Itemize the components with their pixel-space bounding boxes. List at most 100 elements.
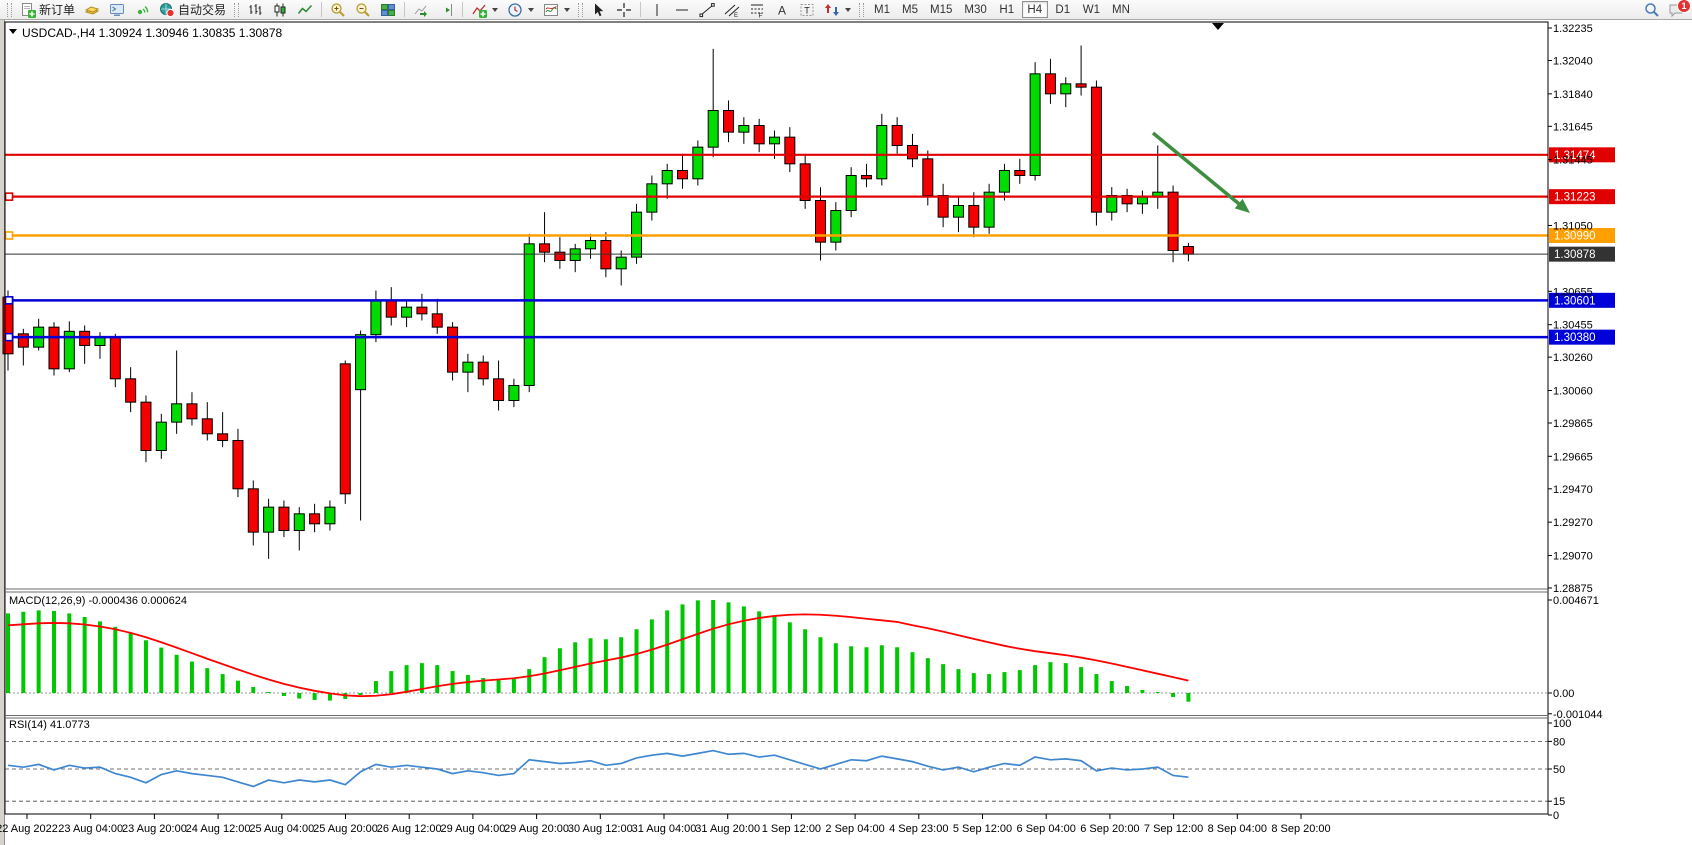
svg-text:0: 0 bbox=[1553, 810, 1559, 822]
macd-signal-line bbox=[7, 613, 1189, 698]
comments-button[interactable]: 1 bbox=[1664, 0, 1691, 19]
horizontal-line-button[interactable] bbox=[670, 1, 694, 19]
symbol-dropdown-icon[interactable] bbox=[9, 29, 17, 34]
new-order-button[interactable]: 新订单 bbox=[16, 1, 79, 19]
svg-text:1.30455: 1.30455 bbox=[1553, 320, 1593, 332]
svg-text:USDCAD-,H4 1.30924 1.30946 1.: USDCAD-,H4 1.30924 1.30946 1.30835 1.308… bbox=[22, 26, 283, 40]
svg-text:23 Aug 20:00: 23 Aug 20:00 bbox=[122, 823, 187, 835]
rsi-panel: RSI(14) 41.0773 100 80 50 15 0 bbox=[5, 718, 1571, 822]
auto-scroll-button[interactable] bbox=[409, 1, 433, 19]
cursor-button[interactable] bbox=[587, 1, 611, 19]
svg-text:25 Aug 20:00: 25 Aug 20:00 bbox=[313, 823, 378, 835]
chart-title[interactable]: USDCAD-,H4 1.30924 1.30946 1.30835 1.308… bbox=[9, 26, 283, 40]
chart-shift-button[interactable] bbox=[434, 1, 458, 19]
chevron-down-icon bbox=[492, 7, 499, 12]
text-label-button[interactable]: T bbox=[795, 1, 819, 19]
fibonacci-button[interactable]: F bbox=[745, 1, 769, 19]
toolbar-grip bbox=[234, 2, 240, 17]
svg-text:5 Sep 12:00: 5 Sep 12:00 bbox=[953, 823, 1012, 835]
crosshair-button[interactable] bbox=[612, 1, 636, 19]
autotrade-label: 自动交易 bbox=[178, 3, 227, 17]
candlestick-series bbox=[2, 45, 1194, 559]
search-button[interactable] bbox=[1640, 1, 1664, 19]
zoom-in-icon bbox=[330, 2, 346, 18]
timeframe-W1[interactable]: W1 bbox=[1078, 1, 1105, 18]
template-button[interactable] bbox=[539, 1, 574, 19]
gold-icon bbox=[84, 2, 100, 18]
timeframe-M5[interactable]: M5 bbox=[897, 1, 923, 18]
window-left-edge bbox=[0, 20, 4, 845]
channel-icon: E bbox=[724, 2, 740, 18]
svg-text:1.31474: 1.31474 bbox=[1554, 150, 1596, 162]
timeframe-M1[interactable]: M1 bbox=[869, 1, 895, 18]
svg-text:1.30990: 1.30990 bbox=[1554, 230, 1596, 242]
svg-text:1.28875: 1.28875 bbox=[1553, 583, 1593, 595]
price-chart[interactable]: 1.31474 1.31223 1.30990 1.30878 1.30601 1.303… bbox=[0, 20, 1692, 845]
gold-button[interactable] bbox=[80, 1, 104, 19]
period-clock-button[interactable] bbox=[503, 1, 538, 19]
svg-text:7 Sep 12:00: 7 Sep 12:00 bbox=[1144, 823, 1203, 835]
period-clock-icon bbox=[507, 2, 523, 18]
svg-text:1.31645: 1.31645 bbox=[1553, 121, 1593, 133]
svg-text:31 Aug 20:00: 31 Aug 20:00 bbox=[695, 823, 760, 835]
vertical-line-button[interactable] bbox=[645, 1, 669, 19]
svg-text:-0.001044: -0.001044 bbox=[1553, 709, 1603, 721]
toolbar-separator bbox=[321, 2, 323, 17]
autotrade-button[interactable]: 自动交易 bbox=[155, 1, 230, 19]
fibonacci-icon: F bbox=[749, 2, 765, 18]
toolbar-separator bbox=[462, 2, 464, 17]
timeframe-H1[interactable]: H1 bbox=[994, 1, 1020, 18]
horizontal-lines[interactable]: 1.31474 1.31223 1.30990 1.30878 1.30601 1.303… bbox=[4, 147, 1615, 345]
toolbar-grip bbox=[578, 2, 584, 17]
candlestick-chart-button[interactable] bbox=[268, 1, 292, 19]
tile-windows-icon bbox=[380, 2, 396, 18]
svg-text:6 Sep 04:00: 6 Sep 04:00 bbox=[1017, 823, 1076, 835]
add-indicator-button[interactable] bbox=[467, 1, 502, 19]
timeframe-MN[interactable]: MN bbox=[1107, 1, 1135, 18]
svg-text:1.31445: 1.31445 bbox=[1553, 155, 1593, 167]
zoom-out-button[interactable] bbox=[351, 1, 375, 19]
trend-arrow[interactable] bbox=[1151, 131, 1250, 213]
terminal-button[interactable] bbox=[105, 1, 129, 19]
toolbar-separator bbox=[404, 2, 406, 17]
cursor-icon bbox=[591, 2, 607, 18]
svg-text:1.32235: 1.32235 bbox=[1553, 23, 1593, 35]
timeframe-M30[interactable]: M30 bbox=[959, 1, 991, 18]
timeframe-D1[interactable]: D1 bbox=[1050, 1, 1076, 18]
svg-text:1.30260: 1.30260 bbox=[1553, 352, 1593, 364]
price-axis[interactable]: 1.32235 1.32040 1.31840 1.31645 1.31445 1.310… bbox=[1548, 23, 1593, 595]
tile-windows-button[interactable] bbox=[376, 1, 400, 19]
signal-button[interactable] bbox=[130, 1, 154, 19]
svg-text:T: T bbox=[804, 5, 810, 15]
bar-chart-button[interactable] bbox=[243, 1, 267, 19]
timeframe-H4[interactable]: H4 bbox=[1021, 1, 1048, 18]
svg-text:22 Aug 2022: 22 Aug 2022 bbox=[0, 823, 58, 835]
svg-text:80: 80 bbox=[1553, 736, 1565, 748]
arrows-button[interactable] bbox=[820, 1, 855, 19]
rsi-label: RSI(14) 41.0773 bbox=[9, 719, 90, 731]
svg-text:1.30601: 1.30601 bbox=[1554, 295, 1596, 307]
chevron-down-icon bbox=[564, 7, 571, 12]
template-icon bbox=[543, 2, 559, 18]
svg-text:1.29470: 1.29470 bbox=[1553, 484, 1593, 496]
timeframe-M15[interactable]: M15 bbox=[925, 1, 957, 18]
zoom-in-button[interactable] bbox=[326, 1, 350, 19]
svg-text:6 Sep 20:00: 6 Sep 20:00 bbox=[1080, 823, 1139, 835]
channel-button[interactable]: E bbox=[720, 1, 744, 19]
svg-text:24 Aug 12:00: 24 Aug 12:00 bbox=[186, 823, 251, 835]
vertical-line-icon bbox=[649, 2, 665, 18]
svg-text:100: 100 bbox=[1553, 718, 1571, 730]
new-order-icon bbox=[20, 2, 36, 18]
trendline-button[interactable] bbox=[695, 1, 719, 19]
autotrade-icon bbox=[159, 2, 175, 18]
toolbar-right-group: 1 bbox=[1640, 0, 1691, 19]
toolbar: 新订单 自动交易 bbox=[0, 0, 1692, 20]
svg-text:15: 15 bbox=[1553, 796, 1565, 808]
text-button[interactable]: A bbox=[770, 1, 794, 19]
line-chart-button[interactable] bbox=[293, 1, 317, 19]
toolbar-separator bbox=[640, 2, 642, 17]
svg-text:8 Sep 20:00: 8 Sep 20:00 bbox=[1271, 823, 1330, 835]
chart-shift-marker[interactable] bbox=[1212, 23, 1224, 30]
